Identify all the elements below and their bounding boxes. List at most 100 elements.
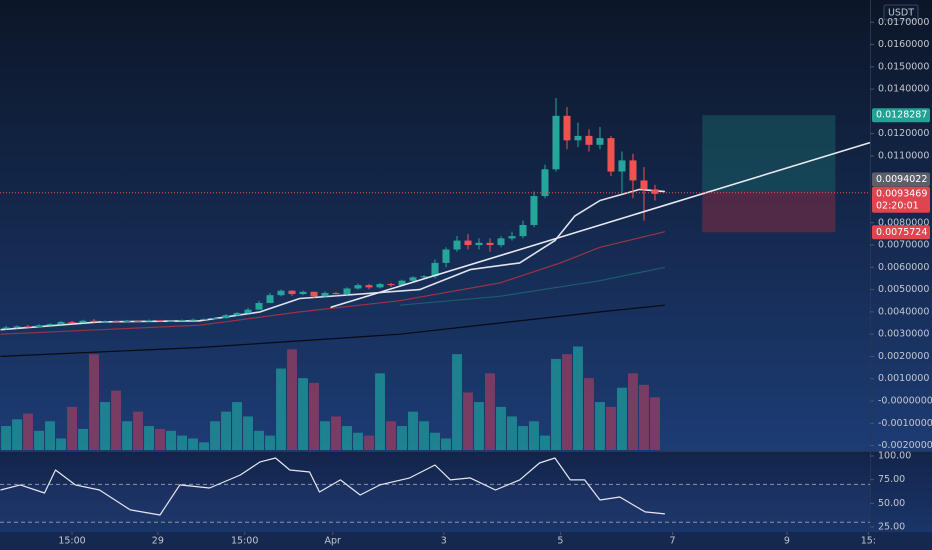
volume-bar bbox=[122, 421, 132, 450]
candle-body bbox=[431, 262, 439, 277]
trendline bbox=[330, 141, 871, 309]
candle-body bbox=[90, 320, 98, 322]
volume-bar bbox=[463, 392, 473, 450]
stop-label-box bbox=[872, 225, 930, 240]
volume-bar bbox=[529, 421, 539, 450]
candle-body bbox=[222, 315, 230, 319]
y-tick-label: 0.0040000 bbox=[878, 306, 929, 317]
candle-body bbox=[508, 236, 516, 239]
candle-body bbox=[596, 138, 604, 145]
candle-body bbox=[376, 284, 384, 288]
candle-body bbox=[354, 285, 362, 289]
x-tick-label: Apr bbox=[324, 536, 341, 547]
entry-label-box bbox=[872, 172, 930, 187]
volume-bar bbox=[364, 435, 374, 450]
target-label-box bbox=[872, 108, 930, 123]
candle-body bbox=[200, 319, 208, 321]
candle-body bbox=[607, 138, 615, 172]
volume-bar bbox=[78, 428, 88, 450]
candle-body bbox=[266, 295, 274, 303]
y-tick-label: -0.0020000 bbox=[878, 440, 932, 451]
candle-body bbox=[530, 196, 538, 225]
candle-body bbox=[332, 292, 340, 295]
y-tick-label: 0.0140000 bbox=[878, 84, 929, 95]
candle-body bbox=[2, 327, 10, 329]
volume-bar bbox=[452, 354, 462, 450]
candle-body bbox=[299, 291, 307, 295]
candle-body bbox=[24, 326, 32, 328]
y-tick-label: 0.0070000 bbox=[878, 240, 929, 251]
x-tick-label: 5 bbox=[557, 536, 563, 547]
candle-body bbox=[68, 321, 76, 323]
candle-body bbox=[618, 160, 626, 172]
target-label: 0.0128287 bbox=[876, 110, 927, 121]
volume-bar bbox=[177, 435, 187, 450]
volume-bar bbox=[221, 411, 231, 450]
candle-body bbox=[585, 135, 593, 145]
volume-bar bbox=[1, 426, 11, 450]
candle-body bbox=[134, 320, 142, 322]
y-tick-label: 0.0030000 bbox=[878, 329, 929, 340]
rsi-pane bbox=[0, 452, 932, 532]
volume-bar bbox=[353, 432, 363, 450]
volume-bar bbox=[67, 406, 77, 450]
volume-bar bbox=[584, 378, 594, 450]
moving-average bbox=[0, 188, 665, 331]
y-tick-label: 0.0060000 bbox=[878, 262, 929, 273]
volume-bar bbox=[397, 426, 407, 450]
candle-body bbox=[178, 320, 186, 322]
y-tick-label: 0.0170000 bbox=[878, 17, 929, 28]
y-tick-label: 0.0020000 bbox=[878, 351, 929, 362]
moving-average bbox=[399, 266, 666, 306]
volume-bar bbox=[199, 442, 209, 450]
candle-body bbox=[442, 249, 450, 263]
candle-body bbox=[13, 326, 21, 328]
rsi-tick-label: 100.00 bbox=[878, 450, 911, 461]
volume-bar bbox=[430, 432, 440, 450]
volume-bar bbox=[573, 346, 583, 450]
y-tick-label: -0.0010000 bbox=[878, 418, 932, 429]
volume-bar bbox=[34, 430, 44, 450]
y-tick-label: 0.0080000 bbox=[878, 217, 929, 228]
candle-body bbox=[475, 242, 483, 246]
candle-body bbox=[497, 238, 505, 246]
volume-bar bbox=[89, 354, 99, 450]
y-tick-label: -0.0000000 bbox=[878, 395, 932, 406]
volume-bar bbox=[507, 416, 517, 450]
candle-body bbox=[167, 320, 175, 322]
candle-body bbox=[640, 180, 648, 190]
candle-body bbox=[79, 320, 87, 323]
candle-body bbox=[409, 277, 417, 281]
candle-body bbox=[651, 189, 659, 194]
candle-body bbox=[233, 312, 241, 316]
candle-body bbox=[189, 319, 197, 321]
volume-bar bbox=[639, 384, 649, 450]
volume-bar bbox=[474, 402, 484, 450]
candle-body bbox=[57, 321, 65, 325]
volume-bar bbox=[375, 373, 385, 450]
volume-bar bbox=[56, 438, 66, 450]
volume-bar bbox=[628, 373, 638, 450]
candle-body bbox=[486, 242, 494, 246]
candle-body bbox=[277, 290, 285, 296]
stop-label: 0.0075724 bbox=[876, 227, 927, 238]
candle-body bbox=[123, 320, 131, 322]
x-tick-label: 7 bbox=[670, 536, 676, 547]
candle-body bbox=[156, 320, 164, 322]
y-tick-label: 0.0050000 bbox=[878, 284, 929, 295]
currency-box bbox=[883, 4, 919, 21]
rsi-line bbox=[0, 457, 665, 516]
moving-average bbox=[0, 231, 666, 335]
volume-bar bbox=[518, 426, 528, 450]
volume-bar bbox=[254, 430, 264, 450]
candle-body bbox=[453, 240, 461, 250]
y-tick-label: 0.0110000 bbox=[878, 150, 929, 161]
volume-bar bbox=[342, 426, 352, 450]
volume-bar bbox=[232, 402, 242, 450]
volume-bar bbox=[155, 428, 165, 450]
rsi-tick-label: 75.00 bbox=[878, 474, 905, 485]
volume-bar bbox=[540, 435, 550, 450]
volume-bar bbox=[386, 421, 396, 450]
